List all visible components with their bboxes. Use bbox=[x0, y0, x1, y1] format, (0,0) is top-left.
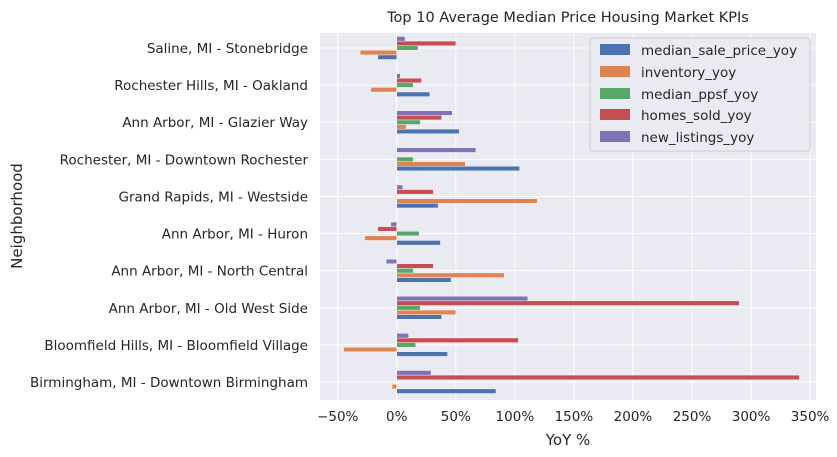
bar-inventory-yoy-ann-arbor-mi-north-central bbox=[396, 272, 505, 278]
y-tick-label: Birmingham, MI - Downtown Birmingham bbox=[30, 375, 308, 391]
bar-median-sale-price-yoy-grand-rapids-mi-westside bbox=[396, 203, 439, 209]
bar-new-listings-yoy-ann-arbor-mi-north-central bbox=[385, 258, 397, 264]
x-tick-label: 200% bbox=[614, 409, 653, 425]
legend-label-median-ppsf-yoy: median_ppsf_yoy bbox=[641, 87, 758, 103]
bar-inventory-yoy-ann-arbor-mi-old-west-side bbox=[396, 309, 457, 315]
bar-new-listings-yoy-birmingham-mi-downtown-birmingham bbox=[396, 370, 432, 376]
y-tick-label: Rochester, MI - Downtown Rochester bbox=[60, 152, 309, 168]
bar-homes-sold-yoy-ann-arbor-mi-old-west-side bbox=[396, 300, 740, 306]
bar-median-sale-price-yoy-birmingham-mi-downtown-birmingham bbox=[396, 388, 497, 394]
bar-inventory-yoy-ann-arbor-mi-glazier-way bbox=[396, 124, 407, 130]
bar-inventory-yoy-rochester-hills-mi-oakland bbox=[370, 87, 397, 93]
bar-median-ppsf-yoy-ann-arbor-mi-old-west-side bbox=[396, 305, 421, 311]
legend-swatch-inventory-yoy bbox=[600, 66, 630, 77]
y-tick-label: Ann Arbor, MI - Huron bbox=[162, 227, 308, 243]
bar-homes-sold-yoy-ann-arbor-mi-huron bbox=[377, 226, 397, 232]
bar-median-sale-price-yoy-rochester-mi-downtown-rochester bbox=[396, 166, 520, 172]
bar-median-ppsf-yoy-bloomfield-hills-mi-bloomfield-village bbox=[396, 342, 416, 348]
x-tick-label: 0% bbox=[386, 409, 408, 425]
bar-new-listings-yoy-ann-arbor-mi-old-west-side bbox=[396, 296, 529, 302]
x-tick-label: 100% bbox=[496, 409, 535, 425]
bar-new-listings-yoy-saline-mi-stonebridge bbox=[396, 36, 406, 42]
legend-label-inventory-yoy: inventory_yoy bbox=[641, 65, 736, 81]
bar-median-sale-price-yoy-ann-arbor-mi-north-central bbox=[396, 277, 452, 283]
bar-homes-sold-yoy-ann-arbor-mi-north-central bbox=[396, 263, 434, 269]
y-tick-label: Saline, MI - Stonebridge bbox=[147, 41, 308, 57]
legend-label-new-listings-yoy: new_listings_yoy bbox=[641, 130, 754, 146]
x-tick-label: 50% bbox=[441, 409, 471, 425]
legend-label-homes-sold-yoy: homes_sold_yoy bbox=[641, 108, 752, 124]
bar-median-ppsf-yoy-ann-arbor-mi-north-central bbox=[396, 268, 414, 274]
y-tick-label: Rochester Hills, MI - Oakland bbox=[114, 78, 308, 94]
bar-median-sale-price-yoy-ann-arbor-mi-old-west-side bbox=[396, 314, 442, 320]
bar-new-listings-yoy-ann-arbor-mi-huron bbox=[390, 221, 397, 227]
bar-homes-sold-yoy-saline-mi-stonebridge bbox=[396, 40, 457, 46]
bar-homes-sold-yoy-birmingham-mi-downtown-birmingham bbox=[396, 374, 800, 380]
bar-inventory-yoy-bloomfield-hills-mi-bloomfield-village bbox=[343, 346, 397, 352]
bar-median-sale-price-yoy-bloomfield-hills-mi-bloomfield-village bbox=[396, 351, 448, 357]
bar-median-ppsf-yoy-ann-arbor-mi-glazier-way bbox=[396, 119, 421, 125]
bar-homes-sold-yoy-rochester-hills-mi-oakland bbox=[396, 78, 422, 84]
bar-homes-sold-yoy-grand-rapids-mi-westside bbox=[396, 189, 434, 195]
bar-new-listings-yoy-rochester-mi-downtown-rochester bbox=[396, 147, 477, 153]
bars bbox=[343, 36, 800, 394]
bar-new-listings-yoy-bloomfield-hills-mi-bloomfield-village bbox=[396, 333, 409, 339]
bar-median-ppsf-yoy-saline-mi-stonebridge bbox=[396, 45, 419, 51]
bar-inventory-yoy-grand-rapids-mi-westside bbox=[396, 198, 538, 204]
legend-label-median-sale-price-yoy: median_sale_price_yoy bbox=[641, 43, 797, 59]
chart-title: Top 10 Average Median Price Housing Mark… bbox=[386, 10, 749, 26]
x-tick-label: 350% bbox=[791, 409, 830, 425]
bar-median-sale-price-yoy-rochester-hills-mi-oakland bbox=[396, 91, 431, 97]
y-tick-label: Ann Arbor, MI - Glazier Way bbox=[122, 115, 308, 131]
y-tick-label: Grand Rapids, MI - Westside bbox=[119, 189, 309, 205]
bar-inventory-yoy-ann-arbor-mi-huron bbox=[364, 235, 397, 241]
bar-median-sale-price-yoy-ann-arbor-mi-glazier-way bbox=[396, 128, 460, 134]
bar-new-listings-yoy-rochester-hills-mi-oakland bbox=[396, 73, 401, 79]
bar-inventory-yoy-birmingham-mi-downtown-birmingham bbox=[391, 384, 397, 390]
x-tick-label: −50% bbox=[317, 409, 358, 425]
legend: median_sale_price_yoy inventory_yoy medi… bbox=[589, 37, 811, 152]
legend-swatch-new-listings-yoy bbox=[600, 131, 630, 142]
x-tick-labels: −50% 0% 50% 100% 150% 200% 250% 300% 350% bbox=[317, 409, 830, 425]
bar-inventory-yoy-saline-mi-stonebridge bbox=[359, 50, 397, 56]
legend-box bbox=[589, 37, 811, 152]
bar-inventory-yoy-rochester-mi-downtown-rochester bbox=[396, 161, 466, 167]
bar-median-ppsf-yoy-rochester-hills-mi-oakland bbox=[396, 82, 414, 88]
x-tick-label: 300% bbox=[732, 409, 771, 425]
bar-homes-sold-yoy-ann-arbor-mi-glazier-way bbox=[396, 115, 442, 121]
x-tick-label: 250% bbox=[673, 409, 712, 425]
bar-median-ppsf-yoy-ann-arbor-mi-huron bbox=[396, 231, 420, 237]
bar-median-ppsf-yoy-rochester-mi-downtown-rochester bbox=[396, 156, 414, 162]
x-tick-label: 150% bbox=[555, 409, 594, 425]
y-tick-label: Bloomfield Hills, MI - Bloomfield Villag… bbox=[44, 338, 308, 354]
bar-new-listings-yoy-grand-rapids-mi-westside bbox=[396, 184, 403, 190]
legend-swatch-median-ppsf-yoy bbox=[600, 88, 630, 99]
bar-median-sale-price-yoy-saline-mi-stonebridge bbox=[377, 54, 397, 60]
y-axis-label: Neighborhood bbox=[8, 163, 26, 269]
legend-swatch-median-sale-price-yoy bbox=[600, 44, 630, 55]
bar-median-sale-price-yoy-ann-arbor-mi-huron bbox=[396, 240, 441, 246]
x-axis-label: YoY % bbox=[545, 431, 591, 449]
y-tick-labels: Birmingham, MI - Downtown Birmingham Bloo… bbox=[30, 41, 308, 391]
bar-homes-sold-yoy-bloomfield-hills-mi-bloomfield-village bbox=[396, 337, 519, 343]
y-tick-label: Ann Arbor, MI - North Central bbox=[111, 264, 308, 280]
legend-swatch-homes-sold-yoy bbox=[600, 109, 630, 120]
y-tick-label: Ann Arbor, MI - Old West Side bbox=[109, 301, 308, 317]
bar-new-listings-yoy-ann-arbor-mi-glazier-way bbox=[396, 110, 453, 116]
